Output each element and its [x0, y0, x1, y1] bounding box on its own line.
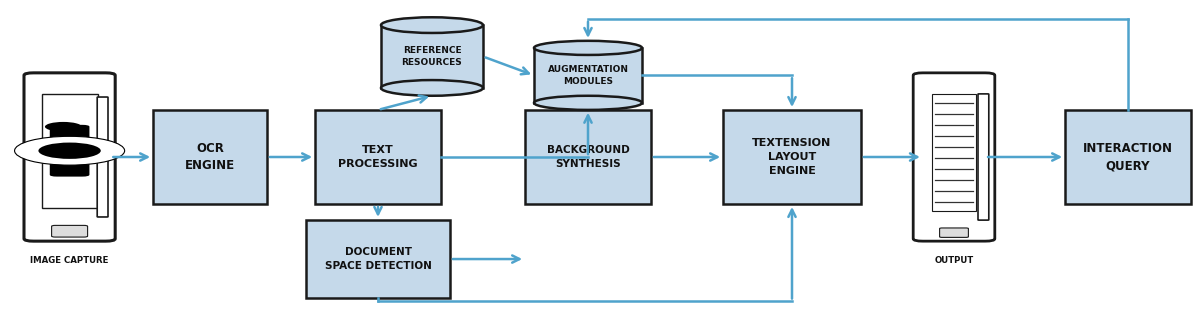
Ellipse shape — [382, 17, 482, 33]
FancyBboxPatch shape — [913, 73, 995, 241]
Text: TEXT
PROCESSING: TEXT PROCESSING — [338, 145, 418, 169]
FancyBboxPatch shape — [534, 48, 642, 103]
FancyBboxPatch shape — [314, 110, 442, 204]
Ellipse shape — [534, 96, 642, 110]
Text: TEXTENSION
LAYOUT
ENGINE: TEXTENSION LAYOUT ENGINE — [752, 138, 832, 176]
FancyBboxPatch shape — [1066, 110, 1190, 204]
Text: AUGMENTATION
MODULES: AUGMENTATION MODULES — [547, 65, 629, 86]
FancyBboxPatch shape — [978, 94, 989, 220]
FancyBboxPatch shape — [306, 220, 450, 298]
FancyBboxPatch shape — [722, 110, 862, 204]
Text: INTERACTION
QUERY: INTERACTION QUERY — [1084, 142, 1174, 172]
FancyBboxPatch shape — [52, 225, 88, 237]
FancyBboxPatch shape — [42, 94, 97, 208]
FancyBboxPatch shape — [931, 94, 977, 211]
FancyBboxPatch shape — [49, 125, 90, 176]
Circle shape — [44, 122, 82, 132]
Text: BACKGROUND
SYNTHESIS: BACKGROUND SYNTHESIS — [547, 145, 629, 169]
FancyBboxPatch shape — [154, 110, 266, 204]
FancyBboxPatch shape — [940, 228, 968, 237]
Text: IMAGE CAPTURE: IMAGE CAPTURE — [30, 256, 109, 265]
FancyBboxPatch shape — [526, 110, 650, 204]
FancyBboxPatch shape — [97, 97, 108, 217]
Circle shape — [14, 136, 125, 165]
Ellipse shape — [534, 41, 642, 55]
FancyBboxPatch shape — [382, 25, 484, 88]
Ellipse shape — [382, 80, 482, 96]
FancyBboxPatch shape — [24, 73, 115, 241]
Text: REFERENCE
RESOURCES: REFERENCE RESOURCES — [402, 46, 462, 67]
Text: OUTPUT: OUTPUT — [935, 256, 973, 265]
Text: DOCUMENT
SPACE DETECTION: DOCUMENT SPACE DETECTION — [324, 247, 432, 271]
Text: OCR
ENGINE: OCR ENGINE — [185, 142, 235, 172]
Circle shape — [38, 143, 101, 159]
